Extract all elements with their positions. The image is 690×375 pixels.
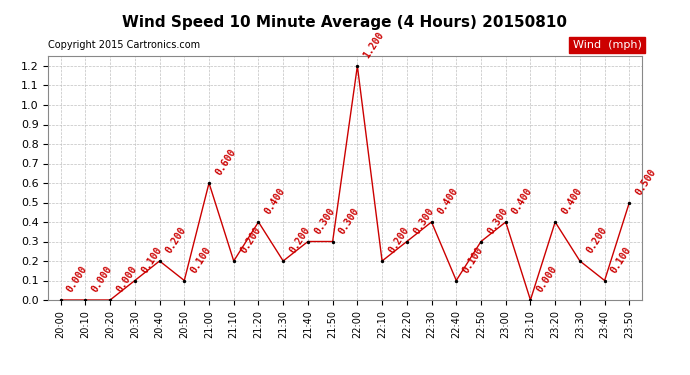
Text: 0.100: 0.100 bbox=[189, 244, 213, 274]
Point bbox=[105, 297, 116, 303]
Point bbox=[624, 200, 635, 206]
Text: 0.200: 0.200 bbox=[164, 225, 188, 255]
Point bbox=[402, 238, 413, 244]
Text: Wind Speed 10 Minute Average (4 Hours) 20150810: Wind Speed 10 Minute Average (4 Hours) 2… bbox=[123, 15, 567, 30]
Point bbox=[154, 258, 165, 264]
Text: 0.300: 0.300 bbox=[313, 206, 337, 236]
Text: 0.000: 0.000 bbox=[535, 264, 560, 294]
Text: 0.300: 0.300 bbox=[486, 206, 510, 236]
Point bbox=[525, 297, 536, 303]
Text: 0.400: 0.400 bbox=[263, 186, 287, 216]
Text: 0.400: 0.400 bbox=[436, 186, 460, 216]
Text: 0.100: 0.100 bbox=[139, 244, 164, 274]
Point bbox=[327, 238, 338, 244]
Text: 0.100: 0.100 bbox=[609, 244, 633, 274]
Text: 0.200: 0.200 bbox=[584, 225, 609, 255]
Point bbox=[500, 219, 511, 225]
Point bbox=[451, 278, 462, 284]
Text: Copyright 2015 Cartronics.com: Copyright 2015 Cartronics.com bbox=[48, 40, 200, 50]
Point bbox=[550, 219, 561, 225]
Text: 0.600: 0.600 bbox=[213, 147, 238, 177]
Point bbox=[352, 63, 363, 69]
Point bbox=[55, 297, 66, 303]
Point bbox=[228, 258, 239, 264]
Text: 0.200: 0.200 bbox=[238, 225, 263, 255]
Text: 0.300: 0.300 bbox=[411, 206, 435, 236]
Point bbox=[129, 278, 140, 284]
Point bbox=[277, 258, 288, 264]
Point bbox=[599, 278, 610, 284]
Point bbox=[204, 180, 215, 186]
Text: 0.100: 0.100 bbox=[461, 244, 485, 274]
Text: 0.400: 0.400 bbox=[510, 186, 535, 216]
Point bbox=[426, 219, 437, 225]
Point bbox=[179, 278, 190, 284]
Text: 1.200: 1.200 bbox=[362, 30, 386, 60]
Text: 0.200: 0.200 bbox=[288, 225, 312, 255]
Point bbox=[253, 219, 264, 225]
Point bbox=[475, 238, 486, 244]
Text: 0.200: 0.200 bbox=[386, 225, 411, 255]
Text: 0.000: 0.000 bbox=[90, 264, 115, 294]
Text: 0.500: 0.500 bbox=[634, 166, 658, 196]
Text: 0.300: 0.300 bbox=[337, 206, 362, 236]
Text: Wind  (mph): Wind (mph) bbox=[573, 40, 642, 50]
Text: 0.400: 0.400 bbox=[560, 186, 584, 216]
Text: 0.000: 0.000 bbox=[115, 264, 139, 294]
Point bbox=[377, 258, 388, 264]
Point bbox=[80, 297, 91, 303]
Point bbox=[574, 258, 585, 264]
Text: 0.000: 0.000 bbox=[65, 264, 90, 294]
Point bbox=[302, 238, 313, 244]
